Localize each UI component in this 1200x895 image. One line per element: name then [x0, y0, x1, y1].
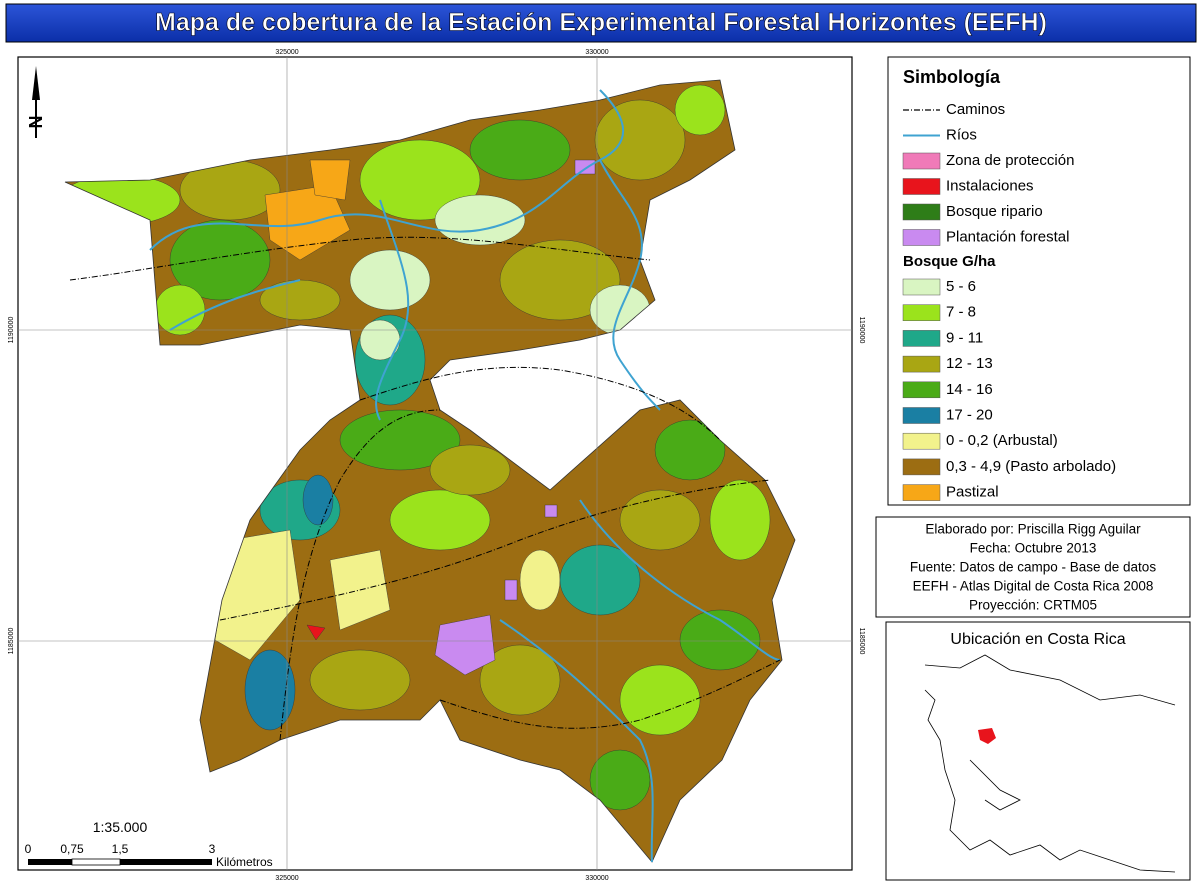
legend-swatch [902, 432, 941, 450]
grid-label: 325000 [275, 875, 298, 882]
legend-label: 7 - 8 [946, 304, 976, 321]
credit-line: Elaborado por: Priscilla Rigg Aguilar [925, 522, 1141, 537]
scale-unit: Kilómetros [216, 855, 273, 869]
scale-ratio: 1:35.000 [93, 819, 148, 835]
title-bar [5, 3, 1197, 43]
map-title: Mapa de cobertura de la Estación Experim… [155, 9, 1047, 37]
legend-label: Ríos [946, 126, 977, 143]
legend-label: 9 - 11 [946, 329, 983, 346]
legend-swatch [902, 484, 941, 501]
north-arrow: N [26, 66, 46, 138]
legend-swatch [902, 458, 941, 476]
grid-label: 1185000 [8, 628, 15, 655]
legend-label: 5 - 6 [946, 278, 976, 295]
legend-subtitle: Bosque G/ha [903, 253, 996, 270]
roads [69, 236, 781, 741]
scale-bar: 1:35.000 0 0,75 1,5 3 Kilómetros [25, 819, 273, 869]
legend-swatch [902, 330, 941, 347]
legend-items: Caminos Ríos Zona de protección Instalacion… [902, 101, 1116, 501]
scale-tick-label: 0,75 [60, 842, 84, 856]
rivers [149, 89, 781, 863]
legend-label: Bosque ripario [946, 203, 1043, 220]
area-outline [64, 79, 796, 863]
legend-swatch [902, 229, 941, 246]
credit-line: Fuente: Datos de campo - Base de datos [910, 560, 1156, 575]
inset-box [885, 621, 1191, 881]
inset-title: Ubicación en Costa Rica [950, 631, 1125, 648]
legend-swatch [902, 407, 941, 424]
grid-label: 330000 [585, 875, 608, 882]
credit-line: Proyección: CRTM05 [969, 598, 1097, 613]
legend-swatch [902, 178, 941, 195]
legend-swatch [902, 203, 941, 221]
north-label: N [26, 116, 46, 129]
credit-line: EEFH - Atlas Digital de Costa Rica 2008 [913, 579, 1154, 594]
legend-label: 0,3 - 4,9 (Pasto arbolado) [946, 458, 1116, 475]
scale-tick-label: 0 [25, 842, 32, 856]
legend-swatch [902, 355, 941, 373]
credits-box [875, 516, 1191, 618]
legend-swatch [902, 278, 941, 296]
credits: Elaborado por: Priscilla Rigg Aguilar Fec… [910, 522, 1156, 613]
legend-swatch [902, 304, 941, 321]
legend-label: Zona de protección [946, 152, 1074, 169]
scale-tick-label: 3 [209, 842, 216, 856]
legend-swatch [902, 152, 941, 170]
grid-label: 1190000 [8, 317, 15, 344]
legend-label: 12 - 13 [946, 355, 993, 372]
legend-label: Caminos [946, 101, 1005, 118]
legend-label: Instalaciones [946, 177, 1034, 194]
legend-label: Plantación forestal [946, 228, 1069, 245]
legend-swatch [902, 381, 941, 399]
credit-line: Fecha: Octubre 2013 [970, 541, 1097, 556]
grid-label: 1190000 [858, 317, 865, 344]
legend-label: 14 - 16 [946, 381, 993, 398]
grid-label: 325000 [275, 49, 298, 56]
legend-title: Simbología [903, 67, 1001, 87]
grid-label: 1185000 [858, 628, 865, 655]
legend-label: 0 - 0,2 (Arbustal) [946, 432, 1058, 449]
legend-label: 17 - 20 [946, 406, 993, 423]
grid-label: 330000 [585, 49, 608, 56]
inset-location [978, 728, 996, 744]
inset-outline [924, 654, 1176, 873]
legend-label: Pastizal [946, 484, 999, 501]
scale-tick-label: 1,5 [112, 842, 129, 856]
graticule [18, 57, 852, 870]
